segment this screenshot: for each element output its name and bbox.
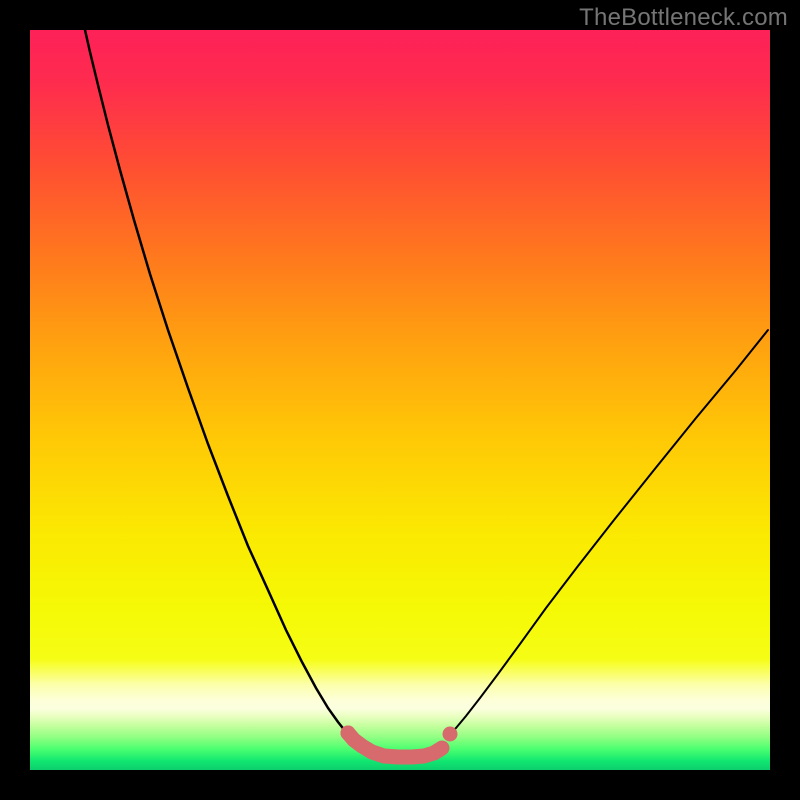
watermark-text: TheBottleneck.com xyxy=(579,4,788,32)
chart-frame: TheBottleneck.com xyxy=(0,0,800,800)
sweet-spot-right-dot xyxy=(443,727,458,742)
bottleneck-curve-chart xyxy=(30,30,770,770)
gradient-background xyxy=(30,30,770,770)
plot-area xyxy=(30,30,770,770)
sweet-spot-left-cap xyxy=(341,726,356,741)
